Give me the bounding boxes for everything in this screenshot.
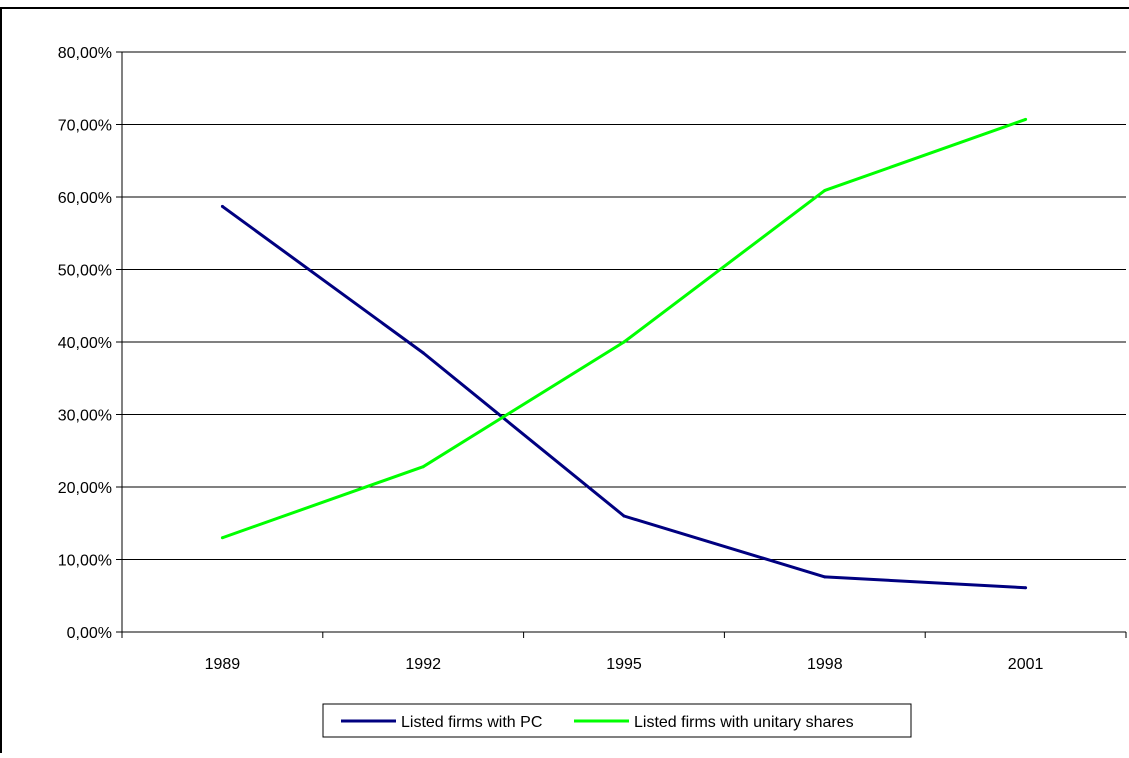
data-point [421,351,425,355]
data-point [823,188,827,192]
gridlines [122,51,1126,560]
y-tick-label: 20,00% [58,480,112,497]
x-tick-label: 2001 [1008,656,1044,673]
y-tick-label: 80,00% [58,45,112,62]
series-lines [220,117,1028,590]
x-tick-label: 1995 [606,656,642,673]
data-point [220,536,224,540]
x-tick-label: 1989 [205,656,241,673]
chart-border [0,7,1129,758]
y-tick-label: 0,00% [67,625,112,642]
y-tick-label: 50,00% [58,263,112,280]
data-point [1024,117,1028,121]
series-line-listed-firms-with-unitary-shares [221,118,1027,540]
series-line-listed-firms-with-pc [221,205,1026,590]
y-tick-label: 40,00% [58,335,112,352]
legend-label-listed-firms-with-pc: Listed firms with PC [401,714,542,731]
y-axis-tick-labels: 0,00% 10,00% 20,00% 30,00% 40,00% 50,00% 60,00… [58,45,112,642]
data-point [823,575,827,579]
data-point [1024,586,1028,590]
x-tick-label: 1992 [405,656,441,673]
y-tick-label: 60,00% [58,190,112,207]
axes [116,51,1127,638]
data-point [421,465,425,469]
data-point [220,204,224,208]
x-axis-tick-labels: 1989 1992 1995 1998 2001 [205,656,1044,673]
data-point [622,514,626,518]
data-point [622,340,626,344]
legend-label-listed-firms-with-unitary-shares: Listed firms with unitary shares [634,714,854,731]
y-tick-label: 30,00% [58,408,112,425]
y-tick-label: 70,00% [58,118,112,135]
y-tick-label: 10,00% [58,553,112,570]
legend: Listed firms with PC Listed firms with u… [322,703,912,738]
x-tick-label: 1998 [807,656,843,673]
